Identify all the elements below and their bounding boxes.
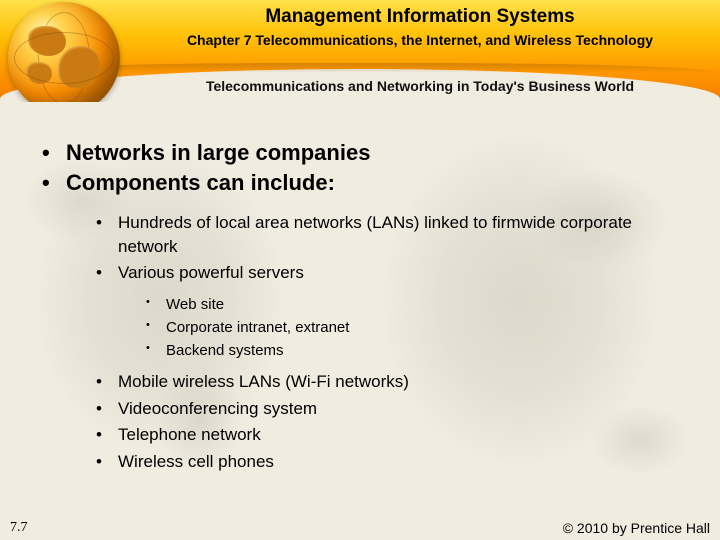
l3-item: Corporate intranet, extranet xyxy=(144,316,690,339)
l2-item: Videoconferencing system xyxy=(96,397,690,420)
l1-text: Components can include: xyxy=(66,170,335,195)
l2-item: Telephone network xyxy=(96,423,690,446)
l3-item: Backend systems xyxy=(144,339,690,362)
section-title: Telecommunications and Networking in Tod… xyxy=(140,78,700,94)
l2-item: Various powerful servers Web site Corpor… xyxy=(96,261,690,362)
l2-text: Various powerful servers xyxy=(118,263,304,282)
l2-item: Hundreds of local area networks (LANs) l… xyxy=(96,211,690,258)
page-number: 7.7 xyxy=(10,520,28,536)
chapter-title: Chapter 7 Telecommunications, the Intern… xyxy=(140,32,700,48)
copyright-text: © 2010 by Prentice Hall xyxy=(563,520,710,536)
course-title: Management Information Systems xyxy=(140,6,700,28)
slide-content: Networks in large companies Components c… xyxy=(42,138,690,476)
bullet-list-l3: Web site Corporate intranet, extranet Ba… xyxy=(144,293,690,363)
slide-header: Management Information Systems Chapter 7… xyxy=(0,0,720,102)
bullet-list-l1: Networks in large companies Components c… xyxy=(42,138,690,473)
bullet-list-l2: Hundreds of local area networks (LANs) l… xyxy=(96,211,690,473)
l2-item: Mobile wireless LANs (Wi-Fi networks) xyxy=(96,370,690,393)
l3-item: Web site xyxy=(144,293,690,316)
l1-item: Networks in large companies xyxy=(42,138,690,168)
slide-footer: 7.7 © 2010 by Prentice Hall xyxy=(0,514,720,540)
globe-icon xyxy=(8,2,120,102)
l2-item: Wireless cell phones xyxy=(96,450,690,473)
slide: Management Information Systems Chapter 7… xyxy=(0,0,720,540)
l1-item: Components can include: Hundreds of loca… xyxy=(42,168,690,474)
title-block: Management Information Systems Chapter 7… xyxy=(140,6,700,48)
